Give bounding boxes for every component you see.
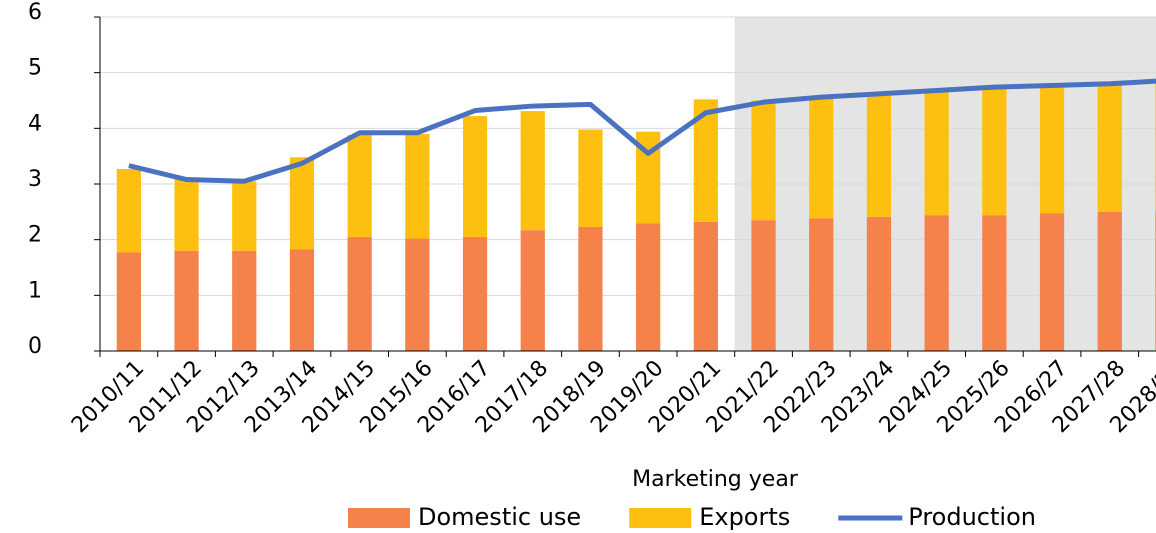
bar — [520, 230, 545, 351]
bar — [1039, 213, 1065, 351]
bar — [462, 116, 488, 237]
y-tick-label: 2 — [28, 223, 42, 248]
bar — [289, 249, 315, 351]
bar — [982, 215, 1007, 351]
bar — [116, 168, 141, 253]
y-tick-label: 4 — [28, 111, 42, 136]
bar — [1097, 211, 1122, 351]
bar — [751, 100, 776, 221]
bar — [232, 181, 257, 251]
bar — [693, 221, 718, 351]
bar — [636, 223, 661, 351]
bar — [924, 215, 949, 351]
bar — [578, 226, 603, 351]
bar — [1039, 86, 1065, 214]
legend-label: Production — [908, 503, 1036, 531]
y-tick-label: 1 — [28, 278, 42, 303]
bar — [578, 129, 603, 227]
legend: Domestic use Exports Production — [348, 503, 1036, 531]
bar — [866, 216, 892, 351]
bar — [232, 250, 257, 351]
bar — [405, 238, 430, 351]
bar — [116, 252, 141, 351]
x-axis-label: Marketing year — [632, 467, 799, 492]
legend-label: Domestic use — [418, 503, 581, 531]
bar — [289, 157, 315, 250]
bar — [809, 218, 834, 351]
bar — [751, 220, 776, 351]
bar — [1097, 84, 1122, 212]
y-tick-label: 0 — [28, 334, 42, 359]
legend-swatch — [629, 508, 692, 528]
legend-swatch — [348, 508, 410, 528]
bar — [462, 236, 488, 351]
bar — [174, 179, 199, 251]
bar — [924, 92, 949, 216]
y-tick-label: 5 — [28, 56, 42, 81]
bar — [866, 94, 892, 217]
bar — [809, 97, 834, 219]
y-tick-label: 6 — [28, 0, 42, 25]
bar — [982, 88, 1007, 216]
bar — [347, 236, 372, 351]
bar — [405, 133, 430, 239]
legend-label: Exports — [699, 503, 790, 531]
y-tick-label: 3 — [28, 167, 42, 192]
bar — [520, 111, 545, 231]
bar — [347, 135, 372, 237]
line — [128, 78, 1156, 184]
bar — [174, 250, 199, 351]
